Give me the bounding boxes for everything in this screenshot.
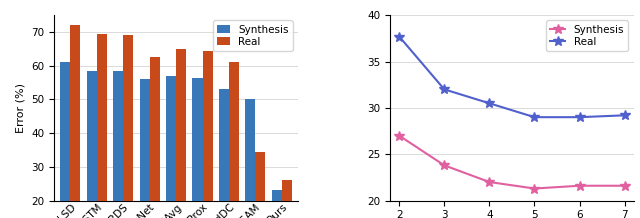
Bar: [219, 89, 229, 218]
Bar: [166, 76, 176, 218]
Bar: [150, 57, 160, 218]
Real: [621, 114, 628, 117]
Bar: [193, 78, 202, 218]
Synthesis: [396, 134, 403, 137]
Legend: Synthesis, Real: Synthesis, Real: [213, 20, 292, 51]
Line: Real: Real: [394, 32, 630, 122]
Bar: [60, 62, 70, 218]
Bar: [97, 34, 107, 218]
Legend: Synthesis, Real: Synthesis, Real: [545, 20, 628, 51]
Real: [575, 116, 583, 119]
Synthesis: [531, 187, 538, 190]
Real: [396, 35, 403, 38]
Bar: [123, 36, 133, 218]
Real: [486, 102, 493, 105]
Synthesis: [575, 184, 583, 187]
Y-axis label: Error (%): Error (%): [16, 83, 26, 133]
Bar: [255, 152, 266, 218]
Real: [531, 116, 538, 119]
Bar: [113, 71, 123, 218]
Synthesis: [621, 184, 628, 187]
Synthesis: [486, 181, 493, 183]
Bar: [70, 25, 81, 218]
Bar: [176, 49, 186, 218]
Bar: [272, 191, 282, 218]
Bar: [86, 71, 97, 218]
Bar: [202, 51, 212, 218]
Bar: [245, 99, 255, 218]
Synthesis: [440, 164, 448, 167]
Real: [440, 88, 448, 91]
Line: Synthesis: Synthesis: [394, 131, 630, 193]
Bar: [140, 79, 150, 218]
Bar: [229, 62, 239, 218]
Bar: [282, 180, 292, 218]
